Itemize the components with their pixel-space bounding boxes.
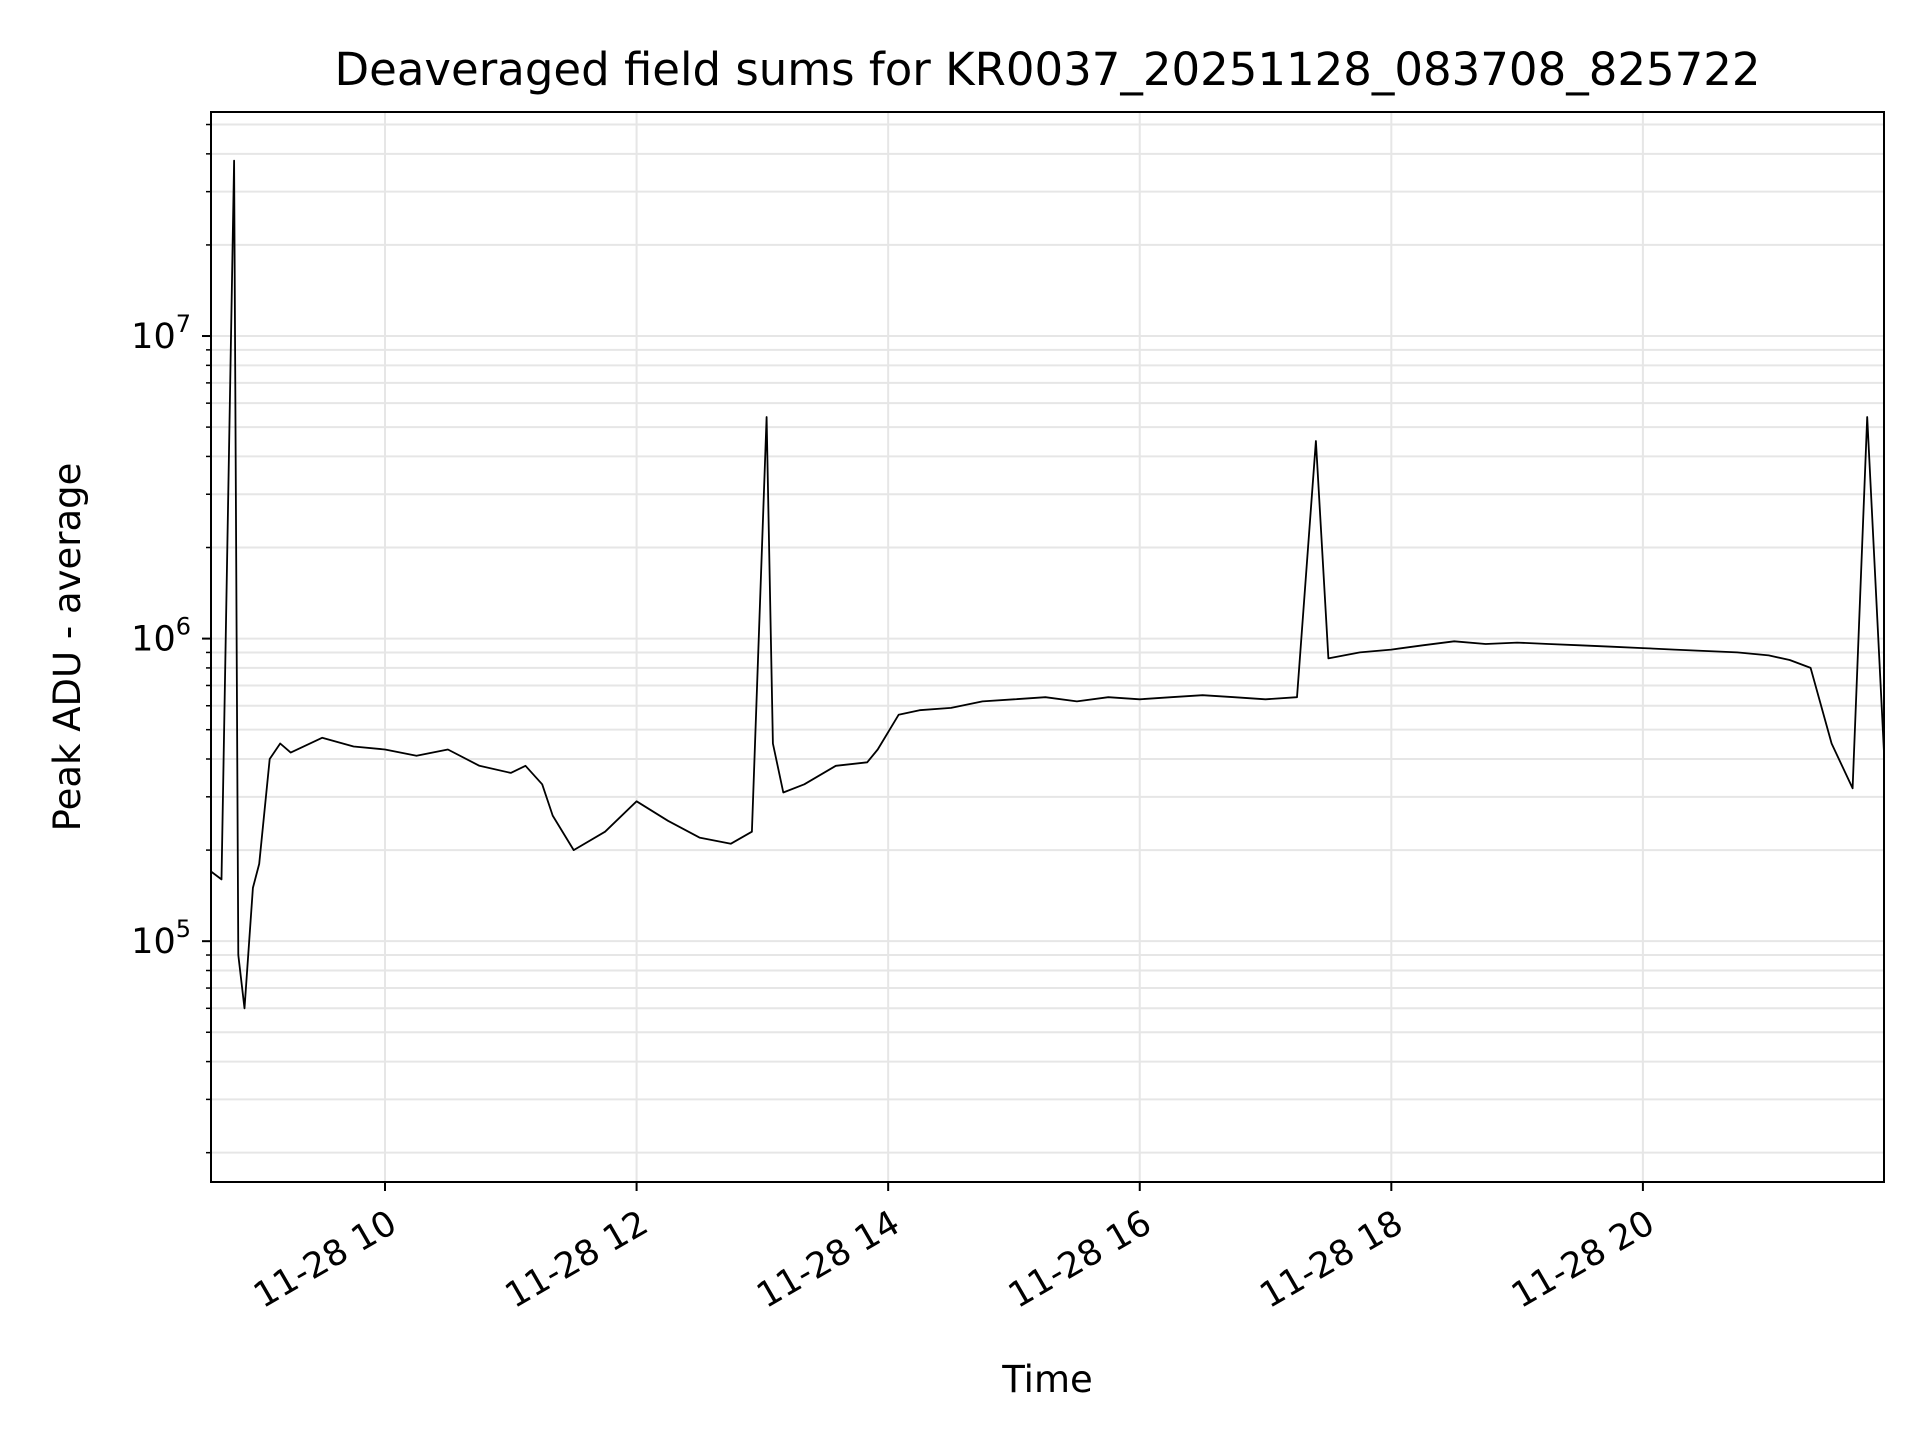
chart-title: Deaveraged field sums for KR0037_2025112… [335, 43, 1761, 96]
y-axis-label: Peak ADU - average [46, 463, 89, 832]
y-tick-label: 106 [131, 613, 191, 660]
series-layer [210, 159, 1885, 1010]
y-tick-label: 105 [131, 915, 191, 962]
x-axis-label: Time [1001, 1358, 1093, 1401]
series-line [210, 159, 1885, 1010]
grid-lines [211, 112, 1884, 1182]
plot-area-frame [210, 111, 1885, 1183]
y-tick-label: 107 [131, 310, 191, 357]
